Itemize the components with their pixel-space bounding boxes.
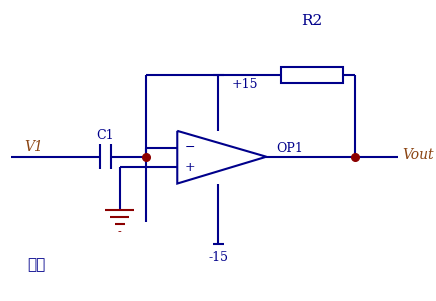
Text: +15: +15 xyxy=(232,78,259,92)
Text: −: − xyxy=(184,141,195,154)
Text: V1: V1 xyxy=(24,140,43,154)
Text: OP1: OP1 xyxy=(276,141,303,155)
Text: R2: R2 xyxy=(301,14,322,28)
Text: Vout: Vout xyxy=(402,148,434,162)
Text: 圖七: 圖七 xyxy=(27,258,45,272)
Text: C1: C1 xyxy=(97,129,114,142)
Text: -15: -15 xyxy=(208,251,228,264)
Text: -: - xyxy=(118,228,122,237)
Bar xyxy=(281,67,343,83)
Text: +: + xyxy=(184,161,195,174)
